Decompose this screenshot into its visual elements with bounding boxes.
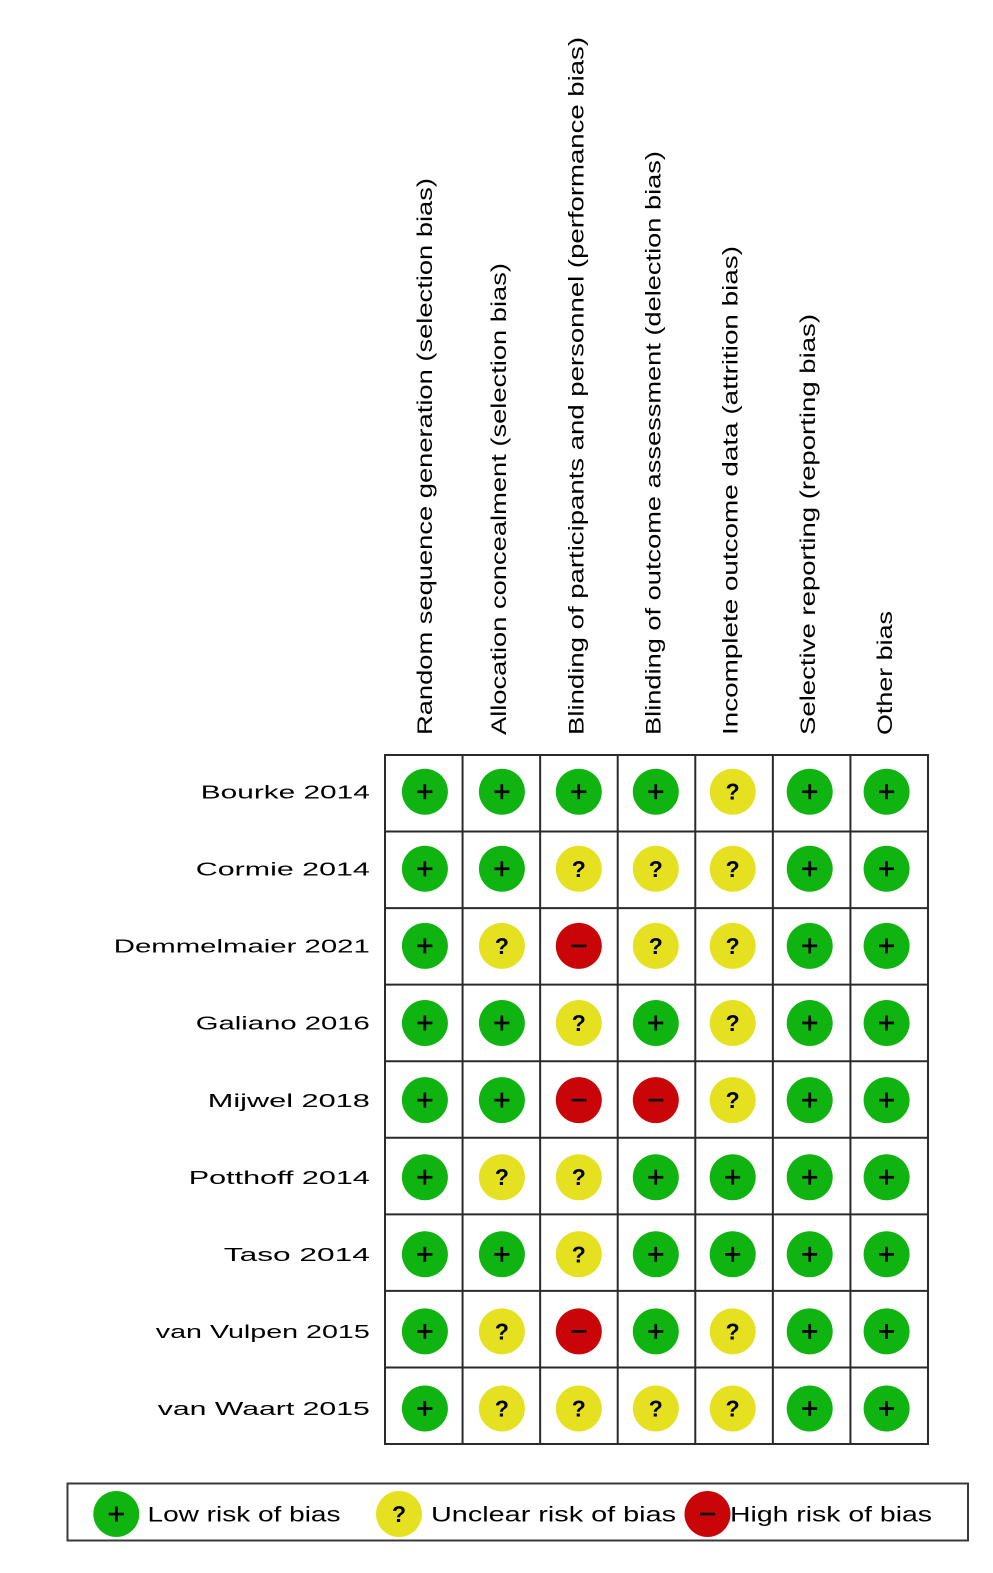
svg-text:?: ?: [726, 779, 740, 805]
svg-text:Galiano 2016: Galiano 2016: [196, 1013, 370, 1034]
svg-text:?: ?: [649, 933, 663, 959]
svg-text:Taso 2014: Taso 2014: [224, 1244, 370, 1265]
svg-text:?: ?: [495, 1396, 509, 1422]
svg-text:?: ?: [726, 933, 740, 959]
svg-text:Allocation concealment (select: Allocation concealment (selection bias): [488, 263, 511, 735]
svg-text:?: ?: [726, 1396, 740, 1422]
svg-text:?: ?: [649, 856, 663, 882]
svg-text:?: ?: [572, 1010, 586, 1036]
svg-text:Potthoff 2014: Potthoff 2014: [189, 1167, 370, 1188]
svg-text:?: ?: [495, 933, 509, 959]
svg-text:?: ?: [649, 1396, 663, 1422]
svg-text:?: ?: [392, 1501, 406, 1527]
svg-text:?: ?: [572, 1164, 586, 1190]
svg-text:?: ?: [572, 1396, 586, 1422]
svg-text:Mijwel 2018: Mijwel 2018: [208, 1090, 370, 1111]
svg-text:Random sequence generation (se: Random sequence generation (selection bi…: [414, 178, 437, 735]
svg-text:High risk of bias: High risk of bias: [730, 1504, 932, 1527]
svg-text:?: ?: [572, 856, 586, 882]
svg-text:Bourke 2014: Bourke 2014: [201, 781, 370, 802]
svg-text:Low risk of bias: Low risk of bias: [148, 1504, 341, 1527]
svg-text:Selective reporting (reporting: Selective reporting (reporting bias): [797, 314, 820, 735]
svg-text:Incomplete outcome data (attri: Incomplete outcome data (attrition bias): [720, 246, 743, 735]
svg-text:Cormie 2014: Cormie 2014: [196, 859, 370, 880]
svg-text:Blinding of participants and p: Blinding of participants and personnel (…: [565, 37, 588, 735]
svg-text:van Waart 2015: van Waart 2015: [158, 1398, 370, 1419]
svg-text:van Vulpen 2015: van Vulpen 2015: [156, 1321, 370, 1342]
svg-text:?: ?: [495, 1318, 509, 1344]
svg-text:Blinding of outcome assessment: Blinding of outcome assessment (delectio…: [643, 151, 666, 735]
svg-text:?: ?: [726, 1087, 740, 1113]
svg-text:?: ?: [495, 1164, 509, 1190]
svg-text:?: ?: [572, 1241, 586, 1267]
svg-text:?: ?: [726, 1318, 740, 1344]
svg-text:Other bias: Other bias: [874, 611, 897, 735]
svg-text:Demmelmaier 2021: Demmelmaier 2021: [114, 936, 370, 957]
svg-text:?: ?: [726, 1010, 740, 1036]
svg-text:?: ?: [726, 856, 740, 882]
svg-text:Unclear risk of bias: Unclear risk of bias: [431, 1504, 676, 1527]
